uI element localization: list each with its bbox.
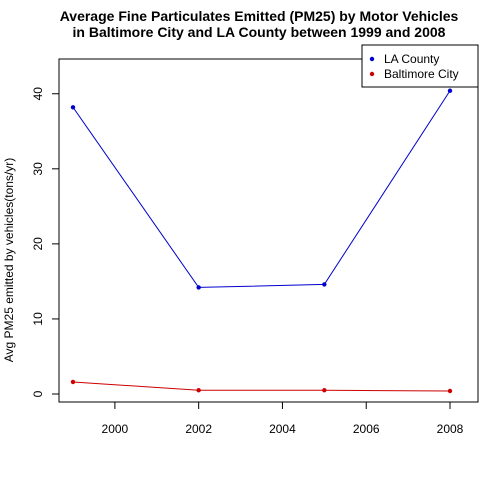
legend-marker bbox=[369, 71, 375, 77]
data-point bbox=[322, 388, 327, 393]
legend-marker bbox=[369, 56, 375, 62]
series-line bbox=[72, 381, 451, 392]
y-tick-label: 0 bbox=[31, 390, 45, 397]
y-axis: 0 10 20 30 40 bbox=[31, 87, 60, 397]
legend-box bbox=[361, 44, 479, 88]
legend-label: Baltimore City bbox=[384, 67, 459, 81]
data-point bbox=[322, 282, 327, 287]
y-tick-label: 30 bbox=[31, 162, 45, 176]
data-point bbox=[70, 379, 76, 385]
x-axis: 2000 2002 2004 2006 2008 bbox=[102, 401, 464, 436]
y-tick-label: 10 bbox=[31, 312, 45, 326]
x-tick-label: 2008 bbox=[437, 422, 464, 436]
data-point bbox=[447, 388, 453, 394]
chart-subtitle: in Baltimore City and LA County between … bbox=[73, 24, 446, 40]
x-tick-label: 2002 bbox=[185, 422, 212, 436]
x-tick-label: 2000 bbox=[102, 422, 129, 436]
data-point bbox=[196, 285, 201, 290]
data-point bbox=[447, 88, 453, 93]
series-baltimore-city bbox=[70, 379, 453, 394]
series-layer bbox=[70, 88, 453, 394]
series-la-county bbox=[70, 88, 453, 290]
data-point bbox=[196, 388, 201, 393]
y-tick-label: 40 bbox=[31, 87, 45, 101]
legend-label: LA County bbox=[384, 52, 439, 66]
series-line bbox=[72, 90, 451, 288]
x-tick-label: 2006 bbox=[353, 422, 380, 436]
plot-frame bbox=[58, 58, 479, 403]
data-point bbox=[70, 105, 76, 110]
x-tick-label: 2004 bbox=[269, 422, 296, 436]
y-axis-label: Avg PM25 emitted by vehicles(tons/yr) bbox=[2, 158, 16, 363]
chart-title: Average Fine Particulates Emitted (PM25)… bbox=[60, 8, 459, 24]
y-tick-label: 20 bbox=[31, 237, 45, 251]
